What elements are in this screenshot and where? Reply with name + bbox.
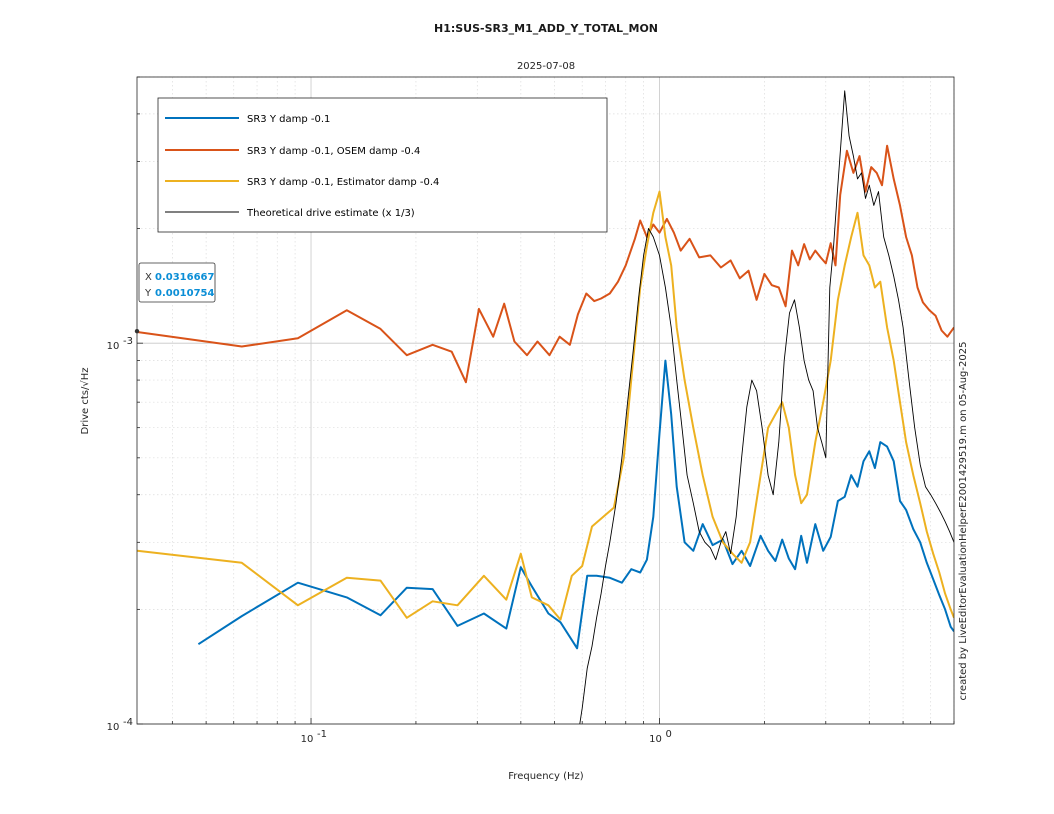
- legend-label-3: Theoretical drive estimate (x 1/3): [246, 208, 415, 219]
- datatip-x-label: X: [145, 272, 152, 283]
- legend[interactable]: SR3 Y damp -0.1 SR3 Y damp -0.1, OSEM da…: [157, 97, 608, 233]
- x-tick-exponent: -1: [317, 729, 327, 740]
- legend-label-1: SR3 Y damp -0.1, OSEM damp -0.4: [247, 146, 420, 157]
- datatip-marker: [134, 328, 140, 334]
- ticks: 10 -1 10 010 -410 -3: [107, 76, 955, 745]
- x-tick-label: 10: [301, 734, 314, 745]
- series-line-2: [137, 190, 954, 621]
- datatip[interactable]: X 0.0316667 Y 0.0010754: [134, 262, 216, 334]
- axes-box: [136, 76, 955, 725]
- datatip-y-value: 0.0010754: [155, 288, 215, 299]
- legend-box: [157, 97, 608, 233]
- y-tick-label: 10: [107, 341, 120, 352]
- y-tick-exponent: -4: [123, 717, 133, 728]
- series-line-1: [137, 144, 954, 384]
- creation-annotation: created by LiveEditorEvaluationHelperE20…: [958, 342, 969, 701]
- datatip-y-label: Y: [144, 288, 152, 299]
- x-tick-exponent: 0: [666, 729, 672, 740]
- chart-title: H1:SUS-SR3_M1_ADD_Y_TOTAL_MON: [434, 22, 658, 35]
- legend-label-2: SR3 Y damp -0.1, Estimator damp -0.4: [247, 177, 439, 188]
- x-tick-label: 10: [649, 734, 662, 745]
- series-layer: [137, 90, 954, 724]
- y-axis-label: Drive cts/√Hz: [80, 368, 91, 435]
- datatip-box: [138, 262, 216, 303]
- chart-subtitle: 2025-07-08: [517, 61, 575, 72]
- y-tick-exponent: -3: [123, 336, 133, 347]
- series-line-3: [579, 90, 954, 724]
- datatip-x-value: 0.0316667: [155, 272, 215, 283]
- y-tick-label: 10: [107, 722, 120, 733]
- x-axis-label: Frequency (Hz): [508, 771, 584, 782]
- legend-label-0: SR3 Y damp -0.1: [247, 114, 330, 125]
